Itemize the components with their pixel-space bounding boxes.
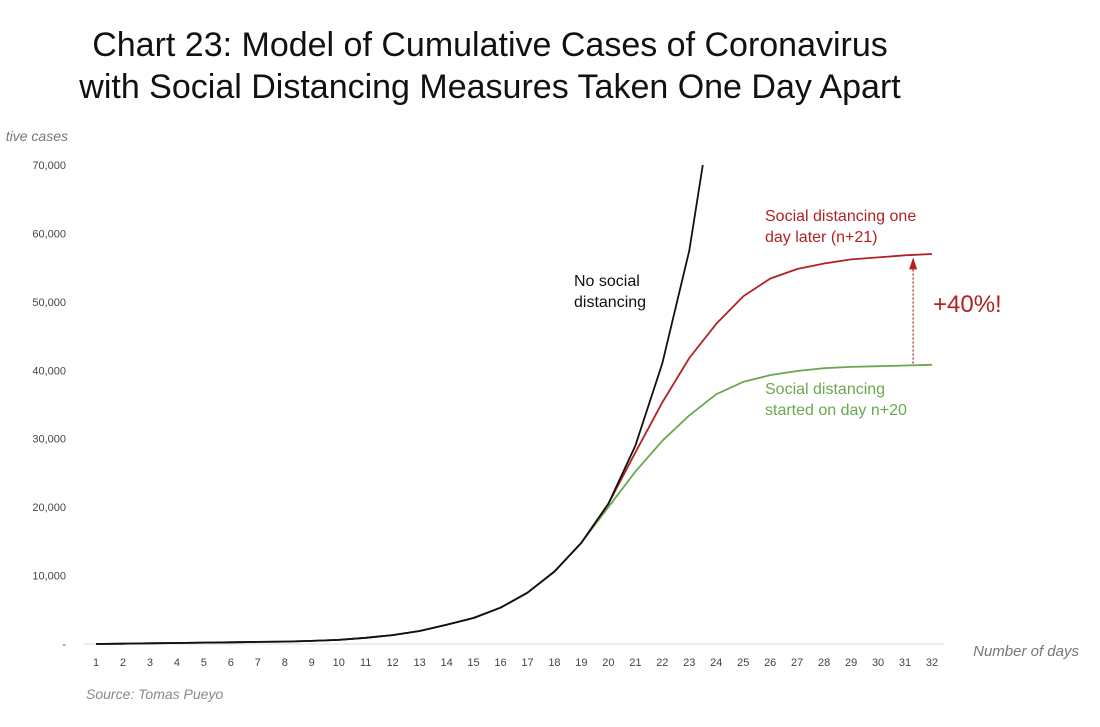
x-tick-label: 1 — [93, 657, 99, 669]
y-tick-label: 10,000 — [32, 571, 66, 583]
x-tick-label: 16 — [494, 657, 506, 669]
x-tick-label: 22 — [656, 657, 668, 669]
series-layer — [95, 164, 933, 645]
y-tick-label: 70,000 — [32, 160, 66, 172]
x-tick-label: 28 — [818, 657, 830, 669]
y-tick-label: - — [62, 639, 66, 651]
series-line-no_sd — [95, 164, 704, 645]
x-tick-label: 18 — [548, 657, 560, 669]
x-tick-label: 10 — [333, 657, 345, 669]
x-tick-label: 31 — [899, 657, 911, 669]
x-tick-label: 19 — [575, 657, 587, 669]
series-line-sd_n21 — [95, 253, 933, 645]
x-tick-label: 6 — [228, 657, 234, 669]
annotation-line: distancing — [574, 294, 646, 311]
x-tick-label: 27 — [791, 657, 803, 669]
x-tick-label: 25 — [737, 657, 749, 669]
x-tick-label: 2 — [120, 657, 126, 669]
annotation-line: started on day n+20 — [765, 402, 907, 419]
x-tick-label: 24 — [710, 657, 722, 669]
x-tick-label: 9 — [309, 657, 315, 669]
annotation-no_sd: No social distancing — [574, 273, 646, 311]
y-tick-label: 60,000 — [32, 228, 66, 240]
annotation-line: +40%! — [933, 291, 1002, 318]
annotation-line: Social distancing — [765, 381, 885, 398]
x-tick-label: 29 — [845, 657, 857, 669]
gap-arrow-head — [909, 257, 918, 270]
annotation-pct: +40%! — [933, 291, 1002, 318]
annotation-line: day later (n+21) — [765, 229, 878, 246]
x-tick-label: 17 — [521, 657, 533, 669]
x-tick-label: 7 — [255, 657, 261, 669]
y-tick-label: 30,000 — [32, 434, 66, 446]
chart-title-line-2: with Social Distancing Measures Taken On… — [79, 68, 901, 106]
annotation-sd_n20: Social distancing started on day n+20 — [765, 381, 907, 419]
x-tick-label: 4 — [174, 657, 180, 669]
x-tick-label: 8 — [282, 657, 288, 669]
x-axis-label: Number of days — [973, 643, 1079, 660]
x-tick-label: 30 — [872, 657, 884, 669]
x-tick-label: 26 — [764, 657, 776, 669]
y-tick-label: 20,000 — [32, 502, 66, 514]
annotation-line: No social — [574, 273, 640, 290]
x-tick-label: 21 — [629, 657, 641, 669]
chart-title-line-1: Chart 23: Model of Cumulative Cases of C… — [92, 26, 888, 64]
x-tick-label: 11 — [360, 657, 371, 669]
axis-layer: tive cases - 10,000 20,000 30,000 40,000 50,00… — [6, 128, 1080, 669]
x-tick-label: 23 — [683, 657, 695, 669]
x-tick-label: 3 — [147, 657, 153, 669]
x-tick-label: 13 — [413, 657, 425, 669]
x-tick-label: 20 — [602, 657, 614, 669]
y-tick-label: 40,000 — [32, 365, 66, 377]
x-tick-label: 12 — [387, 657, 399, 669]
annotation-line: Social distancing one — [765, 208, 916, 225]
source-note: Source: Tomas Pueyo — [86, 686, 224, 702]
x-tick-label: 15 — [467, 657, 479, 669]
chart-title: Chart 23: Model of Cumulative Cases of C… — [0, 24, 980, 108]
y-tick-label: 50,000 — [32, 297, 66, 309]
x-tick-label: 32 — [926, 657, 938, 669]
x-tick-label: 14 — [440, 657, 452, 669]
y-axis-label: tive cases — [6, 128, 68, 144]
x-tick-label: 5 — [201, 657, 207, 669]
annotation-layer: No social distancing Social distancing one… — [574, 208, 1002, 419]
annotation-sd_n21: Social distancing one day later (n+21) — [765, 208, 916, 246]
